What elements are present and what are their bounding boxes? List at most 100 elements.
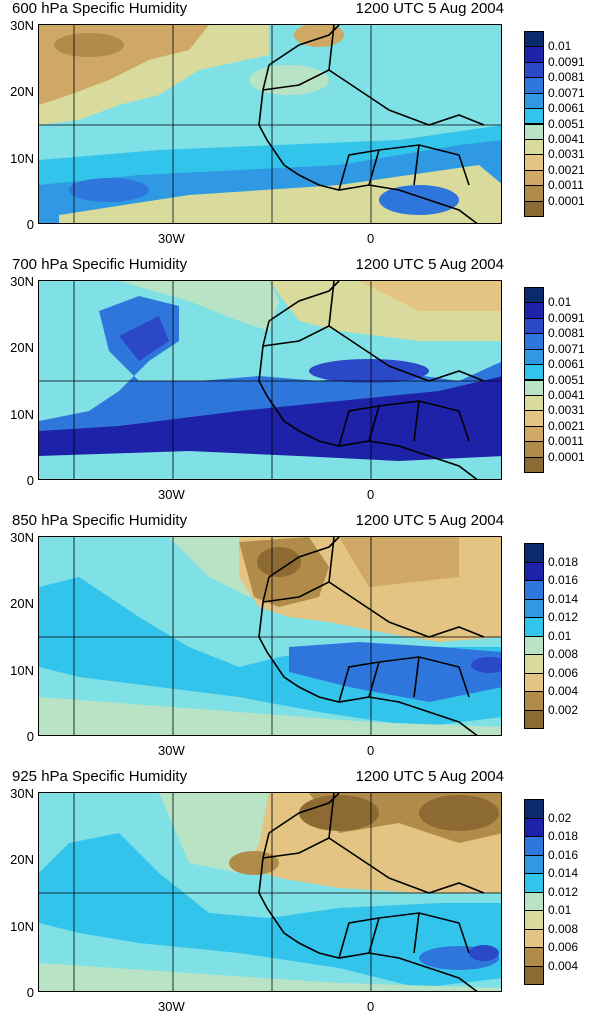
colorbar-swatch [524,441,544,458]
lat-label: 0 [26,985,34,1000]
colorbar-label: 0.0071 [548,341,585,356]
colorbar-label: 0.01 [548,628,572,643]
colorbar-swatch [524,817,544,837]
colorbar-label: 0.012 [548,884,579,899]
colorbar-label: 0.012 [548,610,579,624]
colorbar-label: 0.006 [548,940,579,954]
lon-label: 0 [367,487,375,502]
colorbar-label: 0.0091 [548,310,585,325]
map-plot [38,280,502,480]
map-panel-850hpa: 850 hPa Specific Humidity 1200 UTC 5 Aug… [0,512,600,768]
colorbar-label: 0.0061 [548,101,585,116]
panel-time: 1200 UTC 5 Aug 2004 [355,512,504,529]
colorbar-label: 0.01 [548,903,572,917]
colorbar-label: 0.0071 [548,85,585,100]
panel-time: 1200 UTC 5 Aug 2004 [355,0,504,17]
colorbar-swatch [524,185,544,202]
colorbar-swatch [524,910,544,930]
colorbar-swatch [524,854,544,874]
colorbar-swatch [524,672,544,692]
colorbar-swatch [524,348,544,366]
colorbar-swatch [524,287,544,304]
colorbar-label: 0.0061 [548,357,585,372]
colorbar-swatch [524,965,544,985]
colorbar-swatch [524,836,544,856]
colorbar-label: 0.0001 [548,193,585,208]
colorbar-swatch [524,580,544,600]
lat-label: 30N [10,18,34,33]
colorbar-label: 0.004 [548,684,579,698]
colorbar-swatch [524,154,544,171]
colorbar-swatch [524,317,544,335]
colorbar-swatch [524,598,544,618]
panel-title: 600 hPa Specific Humidity [12,0,188,17]
lat-label: 10N [10,663,34,678]
colorbar-label: 0.0031 [548,403,585,418]
colorbar-label: 0.0031 [548,147,585,162]
colorbar-label: 0.018 [548,554,579,569]
colorbar-label: 0.0021 [548,162,585,177]
colorbar-label: 0.0011 [548,178,584,193]
colorbar-swatch [524,635,544,655]
lon-label: 30W [158,743,185,758]
lat-label: 20N [10,852,34,867]
colorbar-swatch [524,891,544,911]
colorbar-swatch [524,561,544,581]
colorbar-swatch [524,46,544,63]
colorbar-swatch [524,425,544,443]
lon-label: 0 [367,999,375,1014]
colorbar-label: 0.018 [548,829,579,843]
lat-label: 10N [10,151,34,166]
panel-title: 925 hPa Specific Humidity [12,768,188,785]
colorbar-label: 0.0081 [548,70,585,85]
colorbar-label: 0.01 [548,295,572,310]
colorbar-swatch [524,394,544,412]
colorbar-swatch [524,123,544,140]
colorbar-label: 0.02 [548,810,572,825]
lat-label: 30N [10,274,34,289]
map-plot [38,792,502,992]
lat-label: 10N [10,407,34,422]
colorbar-label: 0.0041 [548,131,585,146]
colorbar-swatch [524,799,544,819]
lat-label: 0 [26,473,34,488]
colorbar-label: 0.016 [548,573,579,587]
colorbar-swatch [524,456,544,473]
colorbar-swatch [524,654,544,674]
panel-title: 850 hPa Specific Humidity [12,512,188,529]
lon-label: 30W [158,487,185,502]
colorbar-swatch [524,61,544,79]
colorbar-label: 0.0051 [548,372,585,387]
panel-time: 1200 UTC 5 Aug 2004 [355,256,504,273]
lat-label: 20N [10,340,34,355]
lon-label: 0 [367,231,375,246]
colorbar-label: 0.014 [548,591,579,606]
colorbar-label: 0.0001 [548,449,585,464]
map-panel-700hpa: 700 hPa Specific Humidity 1200 UTC 5 Aug… [0,256,600,512]
colorbar-swatch [524,92,544,110]
colorbar-label: 0.0041 [548,387,585,402]
colorbar-label: 0.0011 [548,434,584,449]
lon-label: 30W [158,231,185,246]
colorbar-label: 0.008 [548,921,579,936]
lon-label: 30W [158,999,185,1014]
colorbar-swatch [524,379,544,396]
colorbar-label: 0.0091 [548,54,585,69]
colorbar-swatch [524,169,544,187]
colorbar-label: 0.002 [548,702,579,717]
colorbar-swatch [524,543,544,563]
colorbar-label: 0.01 [548,39,572,54]
map-plot [38,24,502,224]
lat-label: 30N [10,530,34,545]
lat-label: 30N [10,786,34,801]
colorbar-swatch [524,333,544,350]
panel-title: 700 hPa Specific Humidity [12,256,188,273]
colorbar-swatch [524,947,544,967]
lat-label: 20N [10,84,34,99]
colorbar-swatch [524,31,544,48]
colorbar-swatch [524,873,544,893]
colorbar-swatch [524,709,544,729]
lon-label: 0 [367,743,375,758]
map-panel-600hpa: 600 hPa Specific Humidity 1200 UTC 5 Aug… [0,0,600,256]
colorbar-swatch [524,200,544,217]
